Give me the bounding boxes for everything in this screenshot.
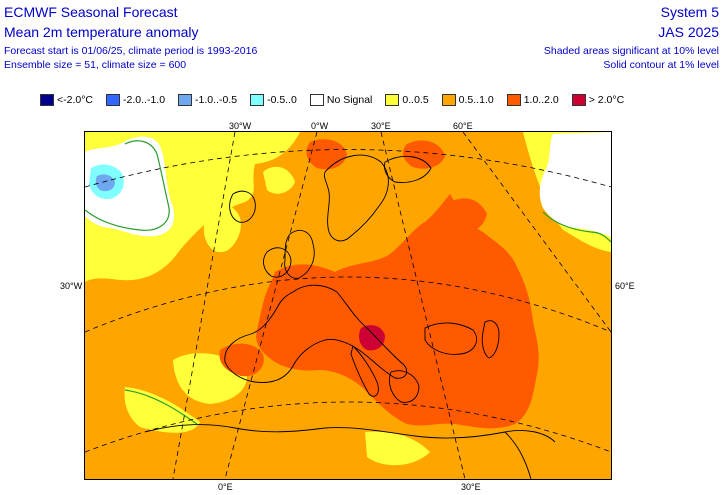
legend-item: 0..0.5 <box>385 94 429 106</box>
legend-label: No Signal <box>326 94 373 106</box>
lon-label-bottom-0: 0°E <box>218 482 233 492</box>
legend-item: > 2.0°C <box>571 94 625 106</box>
coast-black-sea <box>424 322 477 355</box>
legend-label: 0..0.5 <box>402 94 429 106</box>
meridian-0 <box>224 132 318 479</box>
legend-swatch <box>441 94 456 106</box>
legend-label: -0.5..0 <box>267 94 297 106</box>
coast-red-sea <box>504 431 532 479</box>
legend-item: <-2.0°C <box>40 94 93 106</box>
coast-scandinavia <box>324 154 389 242</box>
period-label: JAS 2025 <box>658 24 719 40</box>
coast-greece <box>389 370 420 403</box>
graticule <box>85 132 611 479</box>
coastlines <box>144 154 556 479</box>
weak-warm-north-sea <box>263 166 295 194</box>
coast-western-europe <box>224 284 408 383</box>
coast-ireland <box>263 247 292 278</box>
legend-swatch <box>178 94 193 106</box>
legend-label: 0.5..1.0 <box>458 94 494 106</box>
coast-iceland <box>229 190 256 223</box>
coast-caspian <box>481 320 500 359</box>
coast-britain <box>284 230 315 279</box>
meridian-60e <box>462 132 611 333</box>
strong-warm-europe-core <box>256 194 539 429</box>
lon-label-left-30w: 30°W <box>60 281 83 291</box>
parallel-70n <box>85 149 611 188</box>
legend-item: -2.0..-1.0 <box>106 94 165 106</box>
color-legend: <-2.0°C -2.0..-1.0 -1.0..-0.5 -0.5..0 No Sig… <box>40 93 637 107</box>
legend-item: 1.0..2.0 <box>506 94 559 106</box>
significance-1-note: Solid contour at 1% level <box>603 59 719 71</box>
strong-warm-kola <box>402 140 445 169</box>
extreme-warm-balkans <box>359 325 385 351</box>
no-signal-arctic-east <box>539 132 611 237</box>
weak-warm-atlantic-patch <box>203 200 241 253</box>
lon-label-top-30w: 30°W <box>229 121 252 131</box>
legend-item: -0.5..0 <box>250 94 297 106</box>
lon-label-top-60e: 60°E <box>453 121 473 131</box>
lon-label-top-30e: 30°E <box>371 121 391 131</box>
legend-label: -1.0..-0.5 <box>195 94 238 106</box>
legend-swatch <box>571 94 586 106</box>
legend-item: No Signal <box>309 94 373 106</box>
legend-swatch <box>309 94 324 106</box>
legend-swatch <box>506 94 521 106</box>
parallel-40n <box>85 401 611 453</box>
significance-contour-greenland <box>85 140 170 231</box>
legend-label: > 2.0°C <box>588 94 625 106</box>
meridian-30w <box>172 132 236 479</box>
moderate-cold-greenland-center <box>95 174 115 192</box>
product-title: ECMWF Seasonal Forecast <box>4 4 178 20</box>
system-label: System 5 <box>660 4 719 20</box>
significance-contour-arctic-east <box>542 211 611 243</box>
legend-swatch <box>250 94 265 106</box>
ensemble-info: Ensemble size = 51, climate size = 600 <box>4 59 187 71</box>
anomaly-map <box>84 131 612 480</box>
anomaly-map-svg <box>85 132 611 479</box>
legend-item: 0.5..1.0 <box>441 94 494 106</box>
significance-10-note: Shaded areas significant at 10% level <box>543 45 719 57</box>
legend-item: -1.0..-0.5 <box>178 94 237 106</box>
lon-label-top-0: 0°W <box>311 121 329 131</box>
coast-finland <box>384 155 432 183</box>
no-signal-greenland-area <box>85 136 175 237</box>
variable-title: Mean 2m temperature anomaly <box>4 24 199 40</box>
legend-swatch <box>40 94 54 106</box>
legend-label: <-2.0°C <box>57 94 94 106</box>
coast-italy <box>350 345 379 397</box>
weak-warm-south-strip <box>365 431 430 466</box>
legend-label: 1.0..2.0 <box>523 94 559 106</box>
strong-warm-russia-east <box>447 198 487 232</box>
forecast-info: Forecast start is 01/06/25, climate peri… <box>4 45 258 57</box>
lon-label-right-60e: 60°E <box>615 281 635 291</box>
parallel-55n <box>85 276 611 333</box>
legend-swatch <box>106 94 121 106</box>
weak-warm-nw-africa <box>124 387 200 433</box>
lon-label-bottom-30e: 30°E <box>461 482 481 492</box>
meridian-30e <box>380 132 466 479</box>
legend-swatch <box>385 94 400 106</box>
strong-warm-iberia <box>219 343 264 377</box>
legend-label: -2.0..-1.0 <box>123 94 166 106</box>
